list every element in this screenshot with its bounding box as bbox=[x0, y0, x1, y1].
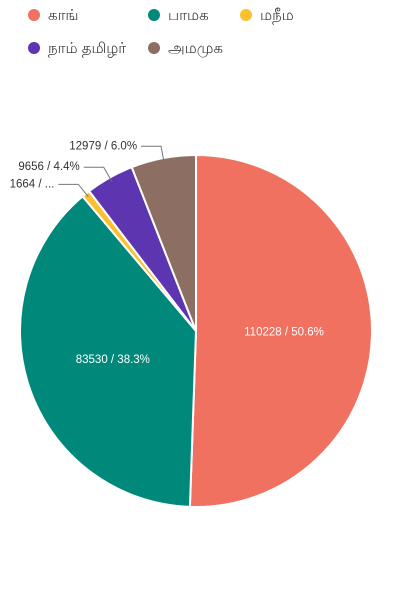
data-label: 12979 / 6.0% bbox=[69, 140, 137, 152]
legend-swatch bbox=[148, 9, 160, 21]
legend-swatch bbox=[148, 42, 160, 54]
legend-label: நாம் தமிழர் bbox=[48, 40, 126, 57]
data-label: 83530 / 38.3% bbox=[76, 354, 150, 366]
legend-swatch bbox=[28, 42, 40, 54]
data-label: 9656 / 4.4% bbox=[18, 161, 79, 173]
leader-line bbox=[83, 166, 113, 182]
data-label: 110228 / 50.6% bbox=[244, 327, 324, 339]
legend-swatch bbox=[240, 9, 252, 21]
data-label: 1664 / ... bbox=[10, 178, 55, 190]
legend-label: பாமக bbox=[168, 7, 209, 24]
legend-label: மநீம bbox=[260, 7, 294, 24]
leader-line bbox=[58, 183, 89, 198]
legend-label: காங் bbox=[48, 7, 79, 24]
legend-swatch bbox=[28, 9, 40, 21]
pie-slice bbox=[19, 194, 198, 508]
leader-line bbox=[141, 145, 165, 163]
pie-slice bbox=[188, 153, 373, 508]
legend-label: அமமுக bbox=[168, 40, 223, 57]
